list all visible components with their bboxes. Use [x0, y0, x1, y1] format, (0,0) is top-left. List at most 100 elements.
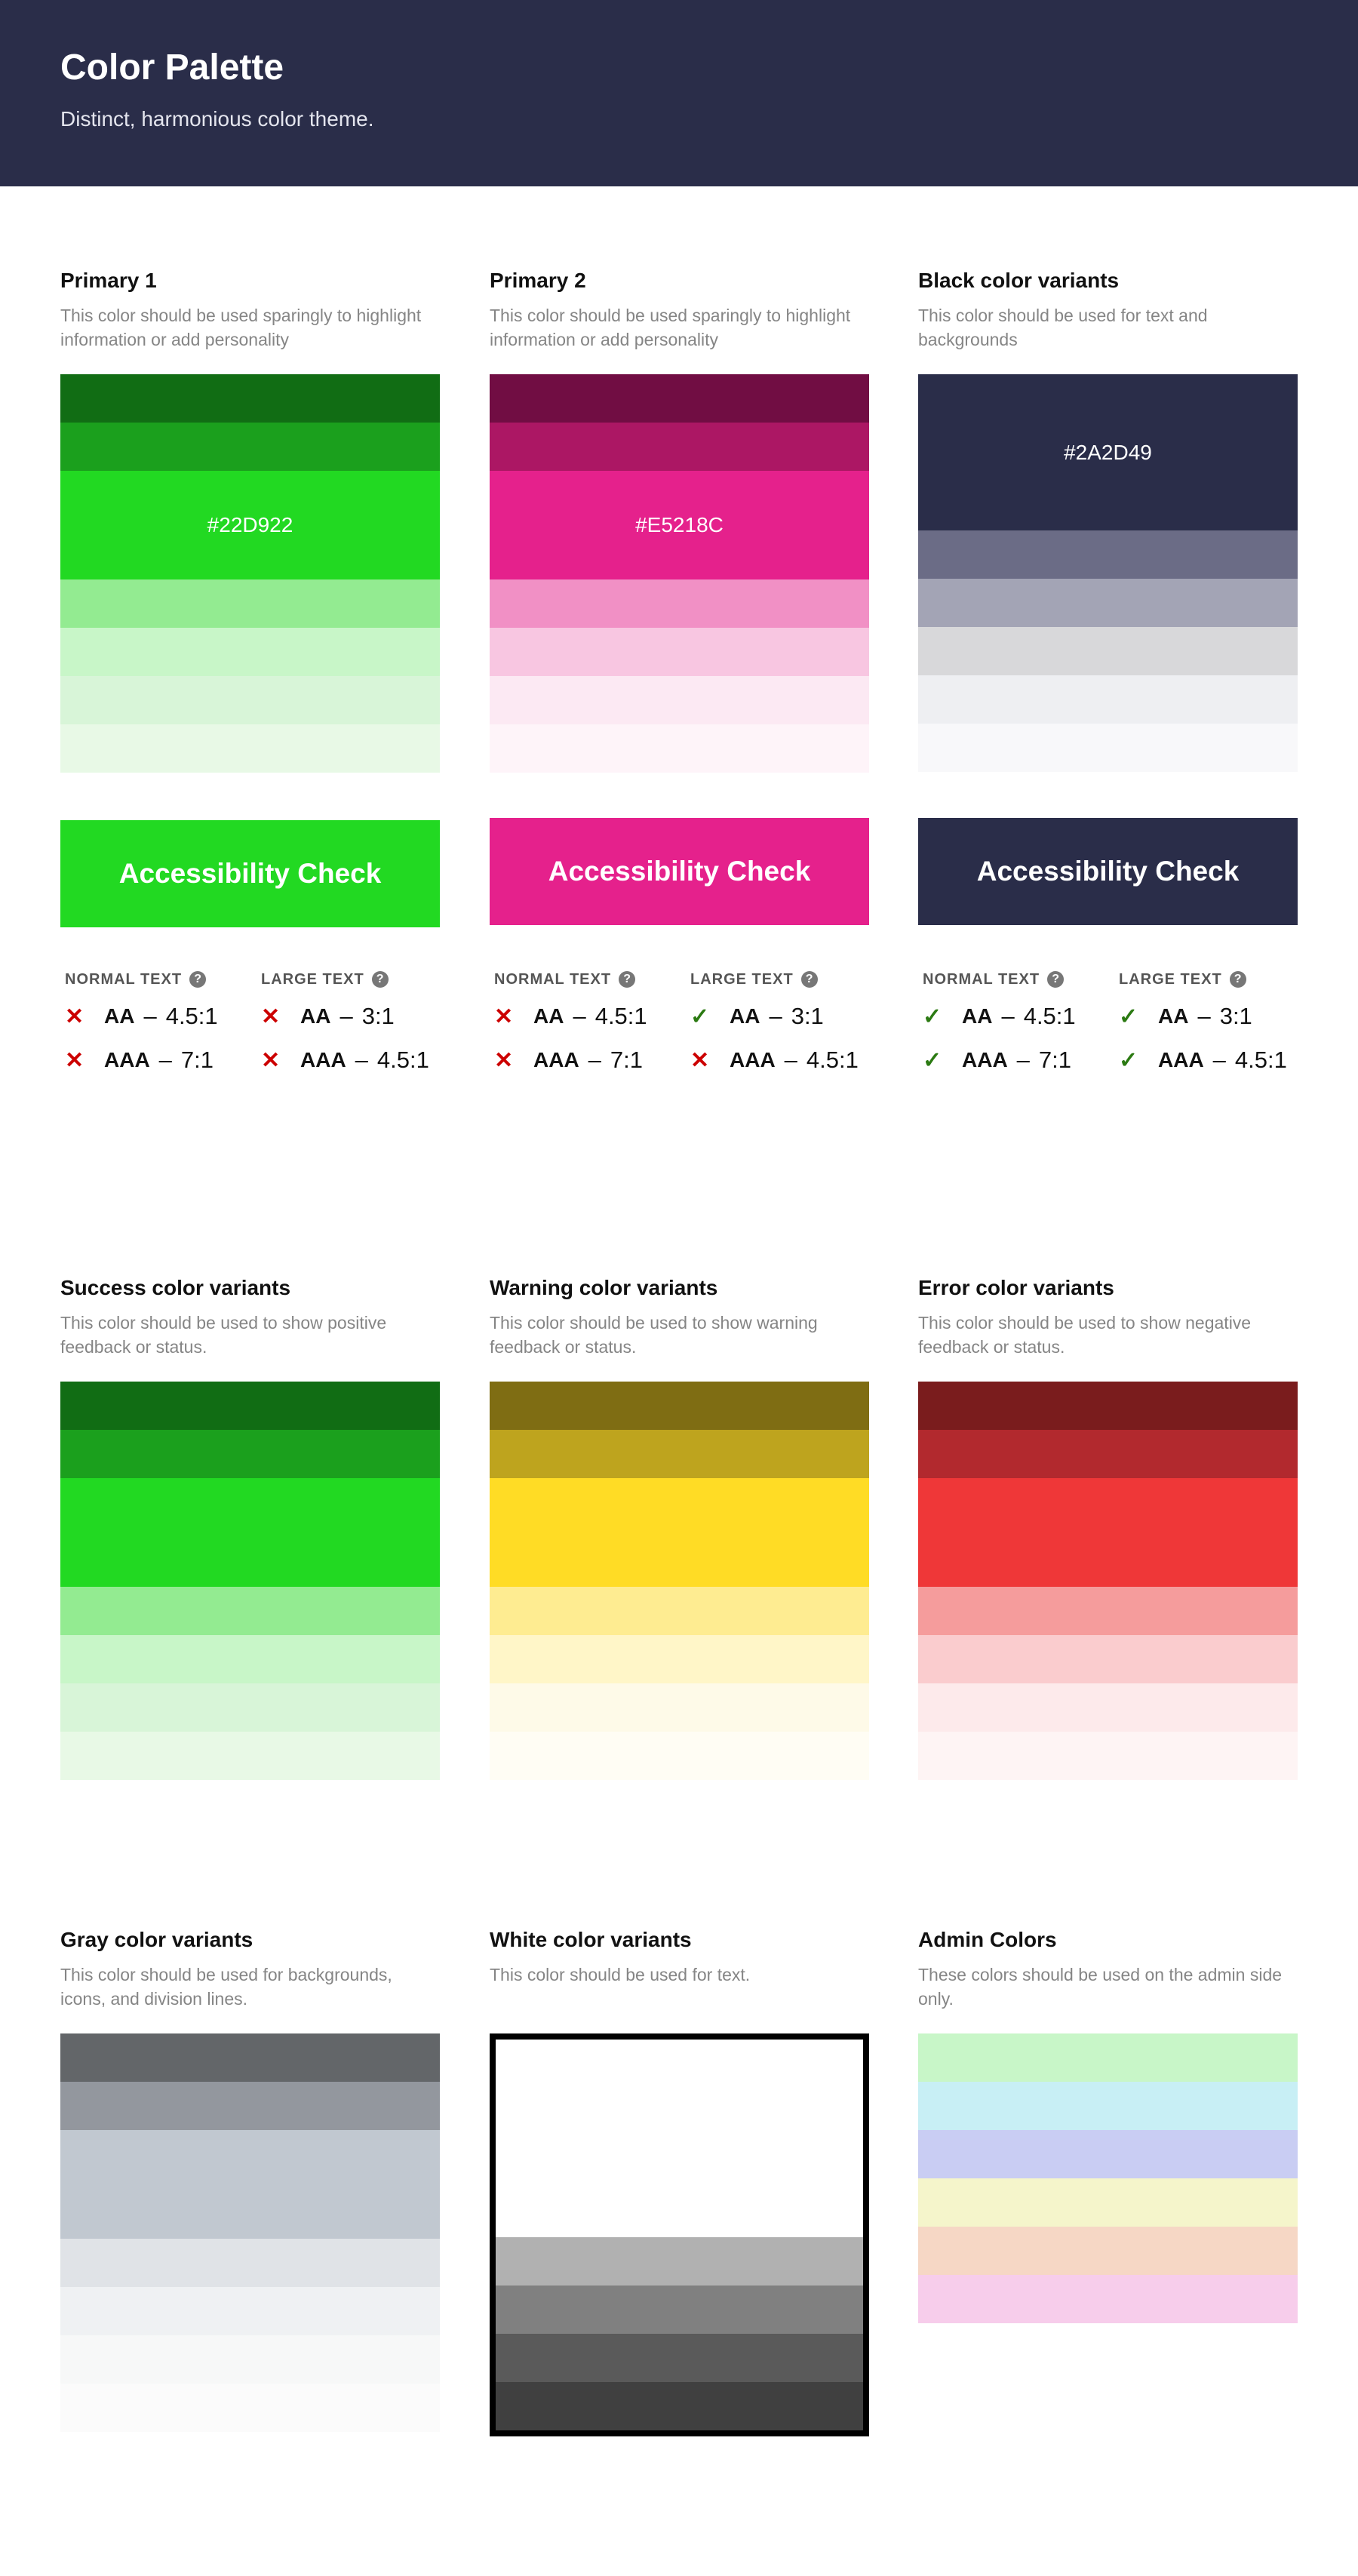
- color-swatch[interactable]: [490, 1683, 869, 1732]
- contrast-result: ✕ AAA –4.5:1: [261, 1038, 457, 1082]
- color-swatch[interactable]: [918, 1587, 1298, 1635]
- color-swatch[interactable]: [60, 1683, 440, 1732]
- contrast-result: ✕ AAA –7:1: [65, 1038, 261, 1082]
- color-swatch[interactable]: [496, 2334, 863, 2382]
- color-swatch[interactable]: [496, 2286, 863, 2334]
- swatch-stack: #E5218C: [490, 374, 869, 773]
- dash: –: [784, 1047, 797, 1073]
- accessibility-check-banner: Accessibility Check: [490, 818, 869, 925]
- help-icon[interactable]: ?: [189, 971, 207, 988]
- help-icon[interactable]: ?: [619, 971, 636, 988]
- help-icon[interactable]: ?: [1229, 971, 1246, 988]
- color-swatch[interactable]: [60, 2033, 440, 2082]
- color-swatch[interactable]: [918, 675, 1298, 724]
- dash: –: [1016, 1047, 1030, 1073]
- color-swatch[interactable]: [60, 2335, 440, 2384]
- contrast-ratio: 4.5:1: [595, 1003, 647, 1029]
- color-swatch[interactable]: #2A2D49: [918, 374, 1298, 530]
- contrast-result: ✓ AA –4.5:1: [923, 994, 1119, 1038]
- page-header: Color Palette Distinct, harmonious color…: [0, 0, 1358, 186]
- large-text-heading: LARGE TEXT?: [1119, 964, 1315, 994]
- color-swatch[interactable]: [918, 1430, 1298, 1478]
- normal-text-label: NORMAL TEXT: [923, 970, 1040, 988]
- color-swatch[interactable]: [60, 2384, 440, 2432]
- color-swatch[interactable]: [918, 2082, 1298, 2130]
- color-swatch[interactable]: [60, 628, 440, 676]
- page-title: Color Palette: [60, 48, 284, 88]
- color-swatch[interactable]: [918, 2275, 1298, 2323]
- check-icon: ✓: [1119, 1004, 1138, 1029]
- color-swatch[interactable]: [60, 374, 440, 423]
- color-swatch[interactable]: [60, 1732, 440, 1780]
- palette-title: Error color variants: [918, 1276, 1114, 1299]
- swatch-stack: [60, 2033, 440, 2432]
- color-swatch[interactable]: [60, 2239, 440, 2287]
- large-text-label: LARGE TEXT: [261, 970, 364, 988]
- color-swatch[interactable]: [496, 2382, 863, 2430]
- color-swatch[interactable]: [60, 676, 440, 724]
- color-swatch[interactable]: [60, 724, 440, 773]
- color-swatch[interactable]: [918, 2178, 1298, 2227]
- color-swatch[interactable]: [490, 579, 869, 628]
- color-swatch[interactable]: [60, 1635, 440, 1683]
- wcag-level: AAA: [962, 1048, 1008, 1071]
- color-swatch[interactable]: [918, 1478, 1298, 1587]
- palette-error: Error color variants This color should be…: [918, 1273, 1298, 1780]
- palette-white: White color variants This color should be…: [490, 1925, 869, 2436]
- color-swatch[interactable]: [490, 628, 869, 676]
- color-swatch[interactable]: [918, 530, 1298, 579]
- color-swatch[interactable]: [60, 579, 440, 628]
- color-swatch[interactable]: [490, 724, 869, 773]
- color-swatch[interactable]: [918, 2227, 1298, 2275]
- help-icon[interactable]: ?: [800, 971, 818, 988]
- color-swatch[interactable]: [918, 1732, 1298, 1780]
- palette-title: Warning color variants: [490, 1276, 718, 1299]
- color-swatch[interactable]: [60, 423, 440, 471]
- color-swatch[interactable]: [490, 1587, 869, 1635]
- help-icon[interactable]: ?: [1047, 971, 1065, 988]
- contrast-checks: NORMAL TEXT? ✕ AA –4.5:1 ✕ AAA –7:1 LARGE TEXT?…: [65, 964, 457, 1082]
- contrast-result: ✕ AA –4.5:1: [494, 994, 690, 1038]
- color-swatch[interactable]: [490, 1430, 869, 1478]
- color-swatch[interactable]: [918, 2033, 1298, 2082]
- color-swatch[interactable]: #22D922: [60, 471, 440, 579]
- color-swatch[interactable]: [60, 2287, 440, 2335]
- dash: –: [573, 1003, 586, 1029]
- color-swatch[interactable]: [496, 2237, 863, 2286]
- color-swatch[interactable]: [496, 2040, 863, 2237]
- color-swatch[interactable]: [60, 2082, 440, 2130]
- normal-text-label: NORMAL TEXT: [65, 970, 183, 988]
- palette-primary1: Primary 1 This color should be used spari…: [60, 266, 440, 1073]
- color-swatch[interactable]: [918, 579, 1298, 627]
- swatch-stack: [918, 1382, 1298, 1780]
- color-swatch[interactable]: [60, 1430, 440, 1478]
- color-swatch[interactable]: [60, 1382, 440, 1430]
- color-swatch[interactable]: #E5218C: [490, 471, 869, 579]
- palette-description: These colors should be used on the admin…: [918, 1965, 1283, 2009]
- color-swatch[interactable]: [918, 724, 1298, 772]
- color-swatch[interactable]: [60, 2130, 440, 2239]
- color-swatch[interactable]: [60, 1478, 440, 1587]
- color-swatch[interactable]: [490, 1382, 869, 1430]
- large-text-heading: LARGE TEXT?: [690, 964, 886, 994]
- color-swatch[interactable]: [918, 1635, 1298, 1683]
- wcag-level: AA: [300, 1004, 331, 1028]
- color-swatch[interactable]: [918, 1683, 1298, 1732]
- color-swatch[interactable]: [918, 627, 1298, 675]
- color-swatch[interactable]: [490, 676, 869, 724]
- color-swatch[interactable]: [490, 423, 869, 471]
- dash: –: [1197, 1003, 1211, 1029]
- color-swatch[interactable]: [918, 1382, 1298, 1430]
- help-icon[interactable]: ?: [371, 971, 389, 988]
- palette-description: This color should be used sparingly to h…: [60, 306, 422, 349]
- color-swatch[interactable]: [490, 1478, 869, 1587]
- wcag-level: AA: [1158, 1004, 1189, 1028]
- color-swatch[interactable]: [918, 2130, 1298, 2178]
- color-swatch[interactable]: [490, 1635, 869, 1683]
- checks-normal-text: NORMAL TEXT? ✕ AA –4.5:1 ✕ AAA –7:1: [65, 964, 261, 1082]
- color-swatch[interactable]: [490, 374, 869, 423]
- color-swatch[interactable]: [490, 1732, 869, 1780]
- dash: –: [588, 1047, 601, 1073]
- contrast-ratio: 3:1: [361, 1003, 395, 1029]
- color-swatch[interactable]: [60, 1587, 440, 1635]
